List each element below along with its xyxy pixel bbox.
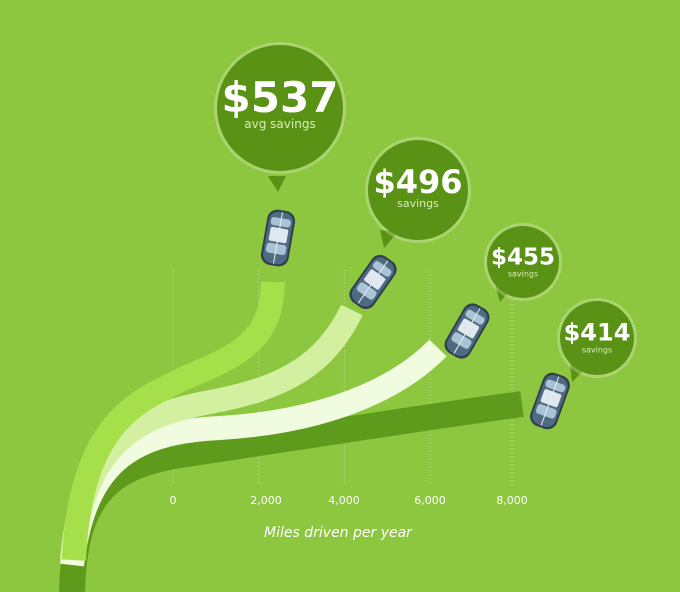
x-axis-ticks: 0 2,000 4,000 6,000 8,000	[170, 494, 528, 507]
x-tick-label: 0	[170, 494, 177, 507]
car-icon	[260, 209, 296, 267]
savings-amount: $496	[373, 163, 462, 201]
savings-amount: $455	[491, 244, 555, 270]
ribbon-2000	[62, 281, 285, 561]
car-icon	[349, 254, 397, 310]
savings-amount: $414	[564, 318, 631, 346]
car-icon	[444, 303, 490, 359]
savings-sublabel: savings	[582, 345, 612, 354]
x-tick-label: 4,000	[328, 494, 360, 507]
car-icon	[530, 372, 570, 430]
savings-sublabel: savings	[508, 269, 538, 278]
savings-sublabel: avg savings	[244, 117, 315, 131]
savings-sublabel: savings	[397, 197, 439, 210]
x-tick-label: 8,000	[496, 494, 528, 507]
x-tick-label: 2,000	[250, 494, 282, 507]
x-tick-label: 6,000	[414, 494, 446, 507]
savings-amount: $537	[222, 73, 339, 122]
savings-ribbons	[59, 281, 524, 592]
cars	[260, 209, 570, 430]
x-axis-label: Miles driven per year	[264, 525, 413, 541]
